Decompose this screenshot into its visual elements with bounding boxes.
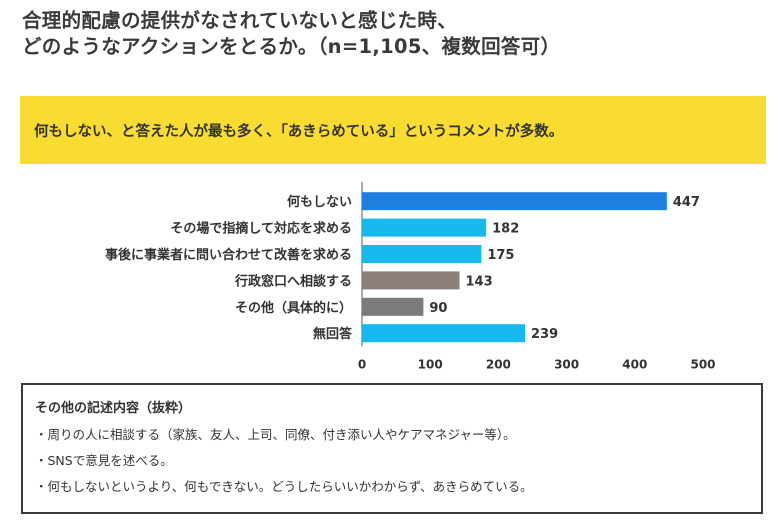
category-label: その他（具体的に） xyxy=(235,300,352,316)
data-label: 90 xyxy=(429,301,447,316)
bar xyxy=(362,324,525,343)
note-item-3: ・何もしないというより、何もできない。どうしたらいいかわからず、あきらめている。 xyxy=(35,479,533,494)
highlight-banner: 何もしない、と答えた人が最も多く、「あきらめている」というコメントが多数。 xyxy=(20,96,766,164)
bar xyxy=(362,297,424,316)
data-label: 182 xyxy=(492,222,519,237)
category-label: 何もしない xyxy=(287,194,352,210)
x-tick-label: 500 xyxy=(690,357,715,370)
x-tick-label: 300 xyxy=(554,357,579,370)
category-label: 無回答 xyxy=(313,326,353,342)
data-label: 447 xyxy=(673,195,700,210)
bar xyxy=(362,192,667,211)
title-line-2: どのようなアクションをとるか。（n=1,105、複数回答可） xyxy=(22,35,561,58)
category-label: 事後に事業者に問い合わせて改善を求める xyxy=(105,247,352,263)
notes-box: その他の記述内容（抜粋） ・周りの人に相談する（家族、友人、上司、同僚、付き添い… xyxy=(21,383,763,514)
data-label: 143 xyxy=(466,274,493,289)
data-label: 175 xyxy=(487,248,514,263)
page-title: 合理的配慮の提供がなされていないと感じた時、 どのようなアクションをとるか。（n… xyxy=(22,8,772,60)
bar xyxy=(362,218,487,237)
bar xyxy=(362,245,482,263)
notes-title: その他の記述内容（抜粋） xyxy=(35,401,192,416)
x-tick-label: 400 xyxy=(622,357,647,370)
bar-chart: 何もしない 447 その場で指摘して対応を求める 182 事後に事業者に問い合わせて改善… xyxy=(105,182,716,370)
x-tick-label: 0 xyxy=(358,357,366,370)
note-item-1: ・周りの人に相談する（家族、友人、上司、同僚、付き添い人やケアマネジャー等）。 xyxy=(35,427,516,442)
x-tick-label: 100 xyxy=(418,357,443,370)
x-tick-label: 200 xyxy=(486,357,511,370)
category-label: 行政窓口へ相談する xyxy=(234,273,352,289)
highlight-text: 何もしない、と答えた人が最も多く、「あきらめている」というコメントが多数。 xyxy=(34,124,564,140)
data-label: 239 xyxy=(531,327,558,342)
bar xyxy=(362,271,460,290)
note-item-2: ・SNSで意見を述べる。 xyxy=(35,453,173,468)
category-label: その場で指摘して対応を求める xyxy=(170,221,352,237)
title-line-1: 合理的配慮の提供がなされていないと感じた時、 xyxy=(22,9,458,32)
